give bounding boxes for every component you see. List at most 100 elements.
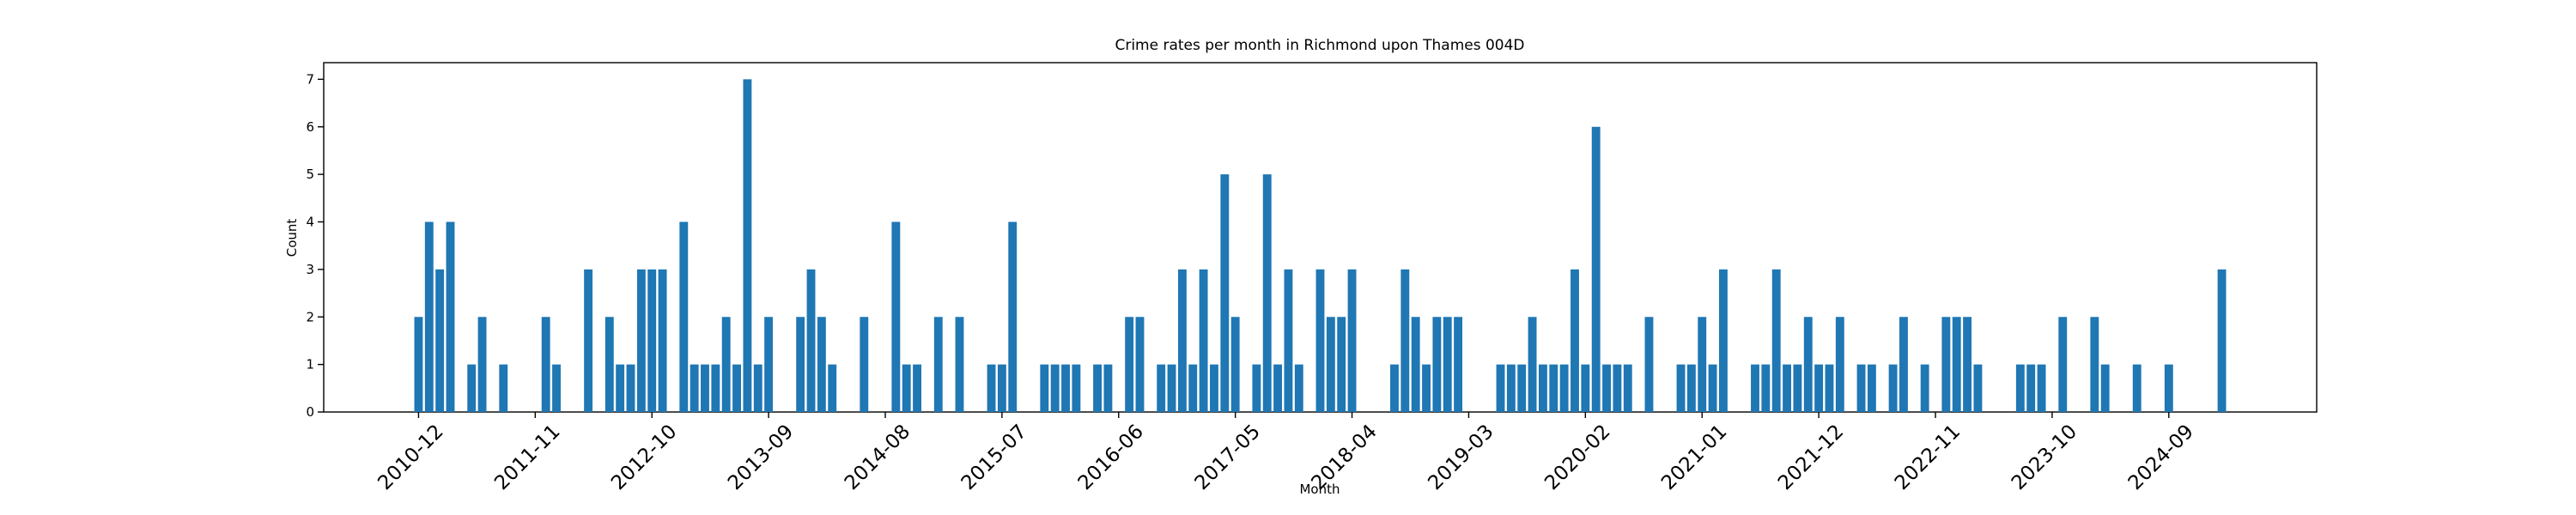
bar <box>1347 269 1357 412</box>
bar <box>1411 317 1420 412</box>
bar <box>2164 364 2173 412</box>
x-tick-label: 2010-12 <box>374 421 447 494</box>
x-tick-label: 2013-09 <box>724 421 798 494</box>
bar <box>626 364 635 412</box>
x-tick-label: 2020-02 <box>1540 421 1614 494</box>
y-axis-label: Count <box>284 219 300 258</box>
bar <box>1591 126 1601 412</box>
bar <box>679 221 689 412</box>
bar <box>477 317 487 412</box>
bar <box>1273 364 1283 412</box>
x-axis-label: Month <box>1299 482 1340 497</box>
x-tick-label: 2018-04 <box>1307 421 1381 494</box>
bar <box>860 317 869 412</box>
bar <box>1443 317 1452 412</box>
bar <box>1167 364 1176 412</box>
bar <box>1262 174 1272 412</box>
bar <box>806 269 816 412</box>
bar <box>636 269 646 412</box>
bar <box>1698 317 1707 412</box>
y-tick-label: 3 <box>306 262 314 277</box>
bar <box>1188 364 1198 412</box>
bar <box>2026 364 2036 412</box>
bar <box>414 317 423 412</box>
bar <box>1517 364 1527 412</box>
x-tick-label: 2016-06 <box>1074 421 1148 494</box>
bar <box>584 269 593 412</box>
bar <box>1963 317 1972 412</box>
bar <box>1135 317 1145 412</box>
bar <box>1496 364 1505 412</box>
bar <box>902 364 911 412</box>
bar <box>1888 364 1898 412</box>
bar <box>987 364 996 412</box>
bar <box>1549 364 1558 412</box>
bar <box>1538 364 1547 412</box>
bar <box>743 79 752 412</box>
bar <box>753 364 762 412</box>
bar <box>1644 317 1654 412</box>
y-tick-label: 1 <box>306 357 314 373</box>
bar <box>1751 364 1759 412</box>
y-tick-label: 4 <box>306 215 314 230</box>
bar <box>997 364 1006 412</box>
bar <box>1390 364 1399 412</box>
bar <box>1315 269 1325 412</box>
bar <box>1157 364 1166 412</box>
bar <box>1072 364 1081 412</box>
bar <box>1686 364 1696 412</box>
bar <box>2100 364 2110 412</box>
bar <box>1210 364 1218 412</box>
bar <box>1718 269 1728 412</box>
x-tick-label: 2015-07 <box>957 421 1031 494</box>
bar <box>796 317 805 412</box>
bar <box>1581 364 1590 412</box>
bar <box>467 364 477 412</box>
bar <box>2217 269 2227 412</box>
bar <box>955 317 964 412</box>
bar <box>1793 364 1802 412</box>
bar <box>1803 317 1813 412</box>
x-tick-label: 2011-11 <box>490 421 564 494</box>
bar <box>552 364 561 412</box>
bar <box>541 317 550 412</box>
bar <box>1294 364 1303 412</box>
bar <box>1230 317 1240 412</box>
bar <box>499 364 508 412</box>
bar <box>1432 317 1442 412</box>
y-tick-label: 2 <box>306 309 314 324</box>
bar <box>701 364 709 412</box>
bar <box>1337 317 1346 412</box>
bar <box>1252 364 1261 412</box>
bar <box>1856 364 1866 412</box>
x-tick-label: 2019-03 <box>1424 421 1498 494</box>
bar <box>1326 317 1335 412</box>
bar <box>913 364 922 412</box>
bar <box>1050 364 1060 412</box>
bar <box>1941 317 1951 412</box>
x-tick-label: 2014-08 <box>841 421 914 494</box>
bar <box>1506 364 1516 412</box>
bar <box>424 221 434 412</box>
bar <box>1284 269 1293 412</box>
bar <box>1920 364 1929 412</box>
y-tick-label: 7 <box>306 71 314 87</box>
bar <box>616 364 625 412</box>
bar <box>2090 317 2099 412</box>
bar <box>1867 364 1876 412</box>
x-tick-label: 2024-09 <box>2124 421 2198 494</box>
x-tick-label: 2012-10 <box>607 421 681 494</box>
y-tick-label: 0 <box>306 404 314 420</box>
x-tick-label: 2023-10 <box>2008 421 2081 494</box>
bar <box>2037 364 2046 412</box>
bar <box>1602 364 1611 412</box>
bar <box>1093 364 1103 412</box>
bar <box>1454 317 1463 412</box>
bar <box>817 317 826 412</box>
bar <box>1835 317 1844 412</box>
bar <box>711 364 720 412</box>
bar <box>764 317 774 412</box>
chart-title: Crime rates per month in Richmond upon T… <box>1115 37 1524 54</box>
bar <box>1061 364 1070 412</box>
